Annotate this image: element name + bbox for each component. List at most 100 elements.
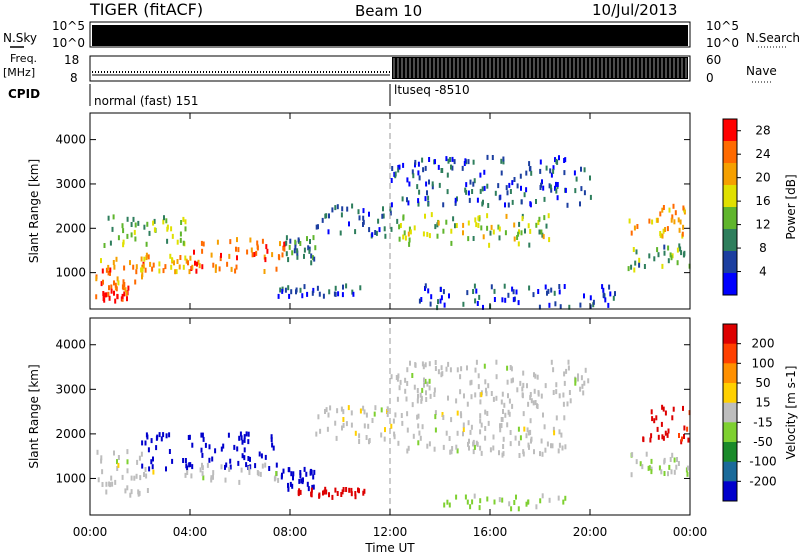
scatter-region bbox=[418, 283, 616, 311]
scatter-cell bbox=[141, 440, 144, 446]
scatter-cell bbox=[522, 411, 525, 417]
scatter-cell bbox=[681, 231, 684, 237]
scatter-cell bbox=[677, 461, 680, 466]
scatter-cell bbox=[123, 265, 126, 271]
cpid-segment-2: ltuseq -8510 bbox=[394, 83, 470, 97]
scatter-cell bbox=[511, 403, 514, 409]
scatter-cell bbox=[334, 285, 337, 291]
scatter-cell bbox=[519, 380, 522, 386]
scatter-cell bbox=[555, 415, 558, 421]
scatter-cell bbox=[486, 154, 489, 160]
scatter-cell bbox=[519, 435, 522, 441]
scatter-cell bbox=[563, 371, 566, 377]
scatter-cell bbox=[111, 481, 114, 487]
colorbar-segment bbox=[723, 422, 737, 443]
scatter-cell bbox=[398, 164, 401, 170]
scatter-cell bbox=[141, 274, 143, 280]
scatter-cell bbox=[502, 409, 504, 414]
scatter-cell bbox=[134, 279, 137, 285]
scatter-cell bbox=[681, 436, 683, 442]
velocity-panel: 1000 2000 3000 4000 Slant Range [km] bbox=[27, 317, 691, 516]
scatter-region bbox=[95, 281, 130, 304]
scatter-cell bbox=[482, 234, 485, 240]
scatter-cell bbox=[187, 435, 190, 440]
scatter-cell bbox=[482, 199, 484, 205]
scatter-cell bbox=[509, 430, 512, 435]
scatter-cell bbox=[116, 294, 119, 300]
scatter-cell bbox=[451, 446, 454, 451]
scatter-cell bbox=[101, 482, 104, 487]
scatter-cell bbox=[371, 418, 374, 423]
scatter-cell bbox=[220, 464, 223, 470]
scatter-cell bbox=[301, 293, 304, 299]
scatter-cell bbox=[589, 175, 591, 181]
scatter-cell bbox=[505, 185, 508, 191]
scatter-cell bbox=[461, 165, 464, 171]
scatter-cell bbox=[147, 447, 150, 453]
scatter-cell bbox=[406, 177, 409, 183]
scatter-cell bbox=[539, 451, 541, 457]
scatter-cell bbox=[299, 470, 302, 475]
scatter-cell bbox=[327, 229, 330, 235]
scatter-cell bbox=[250, 247, 253, 253]
scatter-cell bbox=[310, 253, 313, 259]
scatter-cell bbox=[495, 374, 498, 380]
scatter-cell bbox=[633, 225, 636, 231]
scatter-cell bbox=[158, 261, 161, 267]
scatter-cell bbox=[134, 222, 137, 228]
scatter-cell bbox=[290, 289, 293, 295]
scatter-cell bbox=[390, 178, 393, 183]
scatter-cell bbox=[151, 464, 154, 470]
scatter-cell bbox=[558, 284, 561, 289]
scatter-cell bbox=[670, 255, 673, 261]
scatter-cell bbox=[138, 455, 141, 461]
scatter-cell bbox=[389, 210, 392, 216]
scatter-cell bbox=[270, 437, 273, 443]
scatter-cell bbox=[648, 253, 651, 259]
scatter-cell bbox=[650, 433, 653, 439]
scatter-cell bbox=[325, 489, 328, 495]
scatter-cell bbox=[256, 245, 259, 251]
scatter-cell bbox=[238, 479, 241, 485]
scatter-cell bbox=[430, 294, 433, 300]
scatter-cell bbox=[483, 363, 486, 369]
scatter-cell bbox=[501, 391, 504, 397]
scatter-cell bbox=[409, 229, 412, 235]
scatter-cell bbox=[365, 435, 368, 440]
scatter-cell bbox=[342, 409, 345, 415]
scatter-cell bbox=[481, 186, 484, 192]
scatter-cell bbox=[414, 362, 417, 368]
colorbar-tick-label: 15 bbox=[755, 396, 770, 410]
scatter-cell bbox=[474, 298, 477, 304]
scatter-cell bbox=[552, 390, 555, 395]
scatter-cell bbox=[116, 276, 119, 282]
scatter-cell bbox=[631, 452, 634, 458]
scatter-cell bbox=[462, 222, 465, 228]
scatter-cell bbox=[479, 413, 482, 419]
scatter-cell bbox=[195, 268, 198, 274]
scatter-cell bbox=[484, 409, 487, 415]
scatter-cell bbox=[495, 395, 498, 401]
scatter-cell bbox=[256, 240, 259, 246]
scatter-cell bbox=[339, 230, 342, 236]
scatter-cell bbox=[243, 437, 246, 443]
scatter-cell bbox=[113, 290, 115, 296]
scatter-cell bbox=[667, 245, 670, 251]
scatter-cell bbox=[555, 389, 558, 395]
scatter-cell bbox=[503, 402, 506, 408]
scatter-cell bbox=[399, 379, 402, 385]
scatter-cell bbox=[277, 477, 280, 483]
scatter-cell bbox=[145, 432, 148, 438]
scatter-cell bbox=[140, 256, 143, 262]
scatter-cell bbox=[324, 486, 327, 492]
scatter-cell bbox=[319, 428, 322, 434]
scatter-cell bbox=[667, 471, 669, 477]
scatter-cell bbox=[627, 266, 630, 272]
y-tick-label: 1000 bbox=[55, 471, 86, 485]
scatter-cell bbox=[312, 235, 315, 241]
scatter-cell bbox=[512, 377, 514, 383]
scatter-cell bbox=[345, 421, 348, 427]
scatter-cell bbox=[340, 492, 343, 497]
scatter-cell bbox=[462, 230, 464, 236]
scatter-cell bbox=[602, 287, 605, 293]
